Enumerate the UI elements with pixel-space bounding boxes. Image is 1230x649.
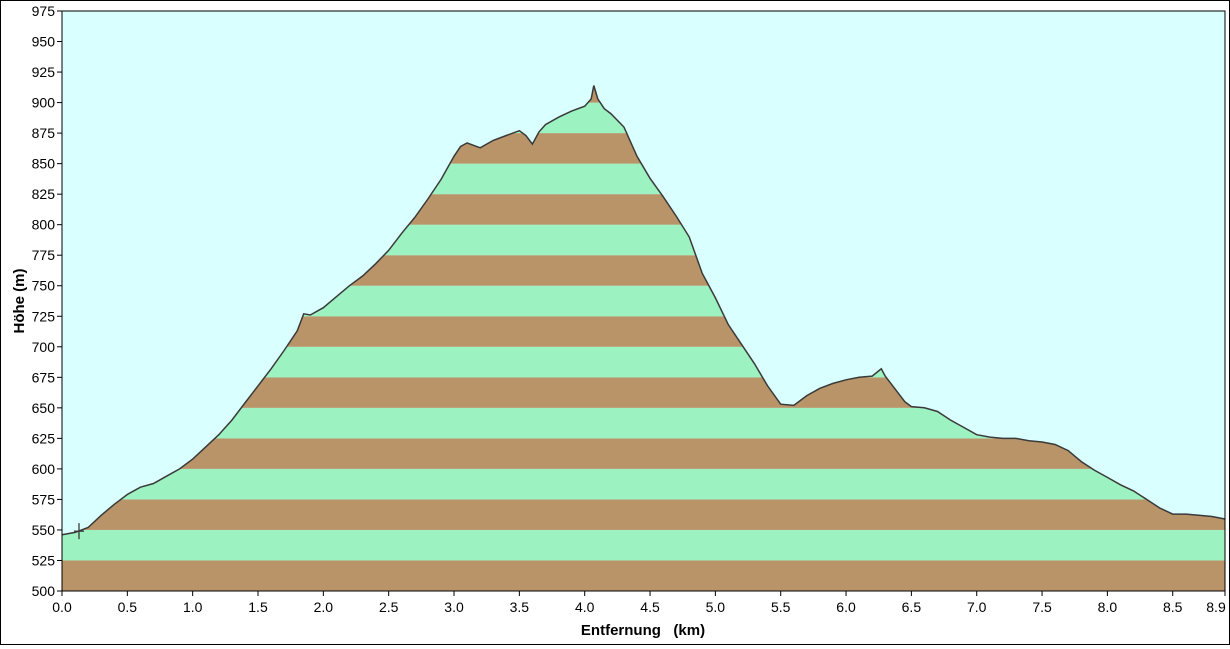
y-tick-label: 850 [32,156,56,172]
x-axis: 0.0 0.5 1.0 1.5 2.0 2.5 3.0 3.5 4.0 4.5 5.0 5.5 6.0 6… [52,591,1226,615]
x-tick-label: 5.0 [706,599,726,615]
y-tick-label: 800 [32,217,56,233]
y-tick-label: 575 [32,491,56,507]
elevation-band [62,560,1225,591]
y-tick-label: 975 [32,3,56,19]
y-axis-label: Höhe (m) [11,269,28,334]
x-tick-label: 2.5 [379,599,399,615]
x-tick-label: 5.5 [771,599,791,615]
y-tick-label: 775 [32,247,56,263]
y-tick-label: 600 [32,461,56,477]
y-tick-label: 825 [32,186,56,202]
y-tick-label: 700 [32,339,56,355]
x-tick-label: 0.5 [118,599,138,615]
y-tick-label: 675 [32,369,56,385]
x-axis-label: Entfernung (km) [581,622,705,639]
elevation-band [62,499,1225,530]
x-tick-label: 7.0 [967,599,987,615]
y-axis: 500 525 550 575 600 625 650 675 700 725 750 775 800 8… [32,3,62,599]
y-tick-label: 625 [32,430,56,446]
x-tick-label: 3.5 [510,599,530,615]
y-tick-label: 550 [32,522,56,538]
y-tick-label: 875 [32,125,56,141]
start-marker-group [73,523,84,540]
profile-line [61,85,1226,536]
elevation-band [62,468,1225,500]
x-tick-label: 6.0 [836,599,856,615]
x-tick-label: 1.0 [183,599,203,615]
elevation-band [62,438,1225,469]
x-tick-label: 7.5 [1032,599,1052,615]
y-tick-label: 525 [32,552,56,568]
y-tick-label: 900 [32,95,56,111]
x-tick-label: 0.0 [52,599,72,615]
y-tick-label: 650 [32,400,56,416]
x-tick-label: 6.5 [902,599,922,615]
y-tick-label: 750 [32,278,56,294]
profile-line-group [61,85,1226,536]
x-tick-label: 8.9 [1206,599,1226,615]
y-tick-label: 925 [32,64,56,80]
x-tick-label: 8.5 [1163,599,1183,615]
x-tick-label: 3.0 [444,599,464,615]
plot-frame [61,10,1226,592]
x-tick-label: 4.5 [640,599,660,615]
y-tick-label: 725 [32,308,56,324]
elevation-band [62,529,1225,561]
x-tick-label: 4.0 [575,599,595,615]
x-tick-label: 2.0 [314,599,334,615]
x-tick-label: 1.5 [248,599,268,615]
x-tick-label: 8.0 [1098,599,1118,615]
y-tick-label: 950 [32,34,56,50]
y-tick-label: 500 [32,583,56,599]
